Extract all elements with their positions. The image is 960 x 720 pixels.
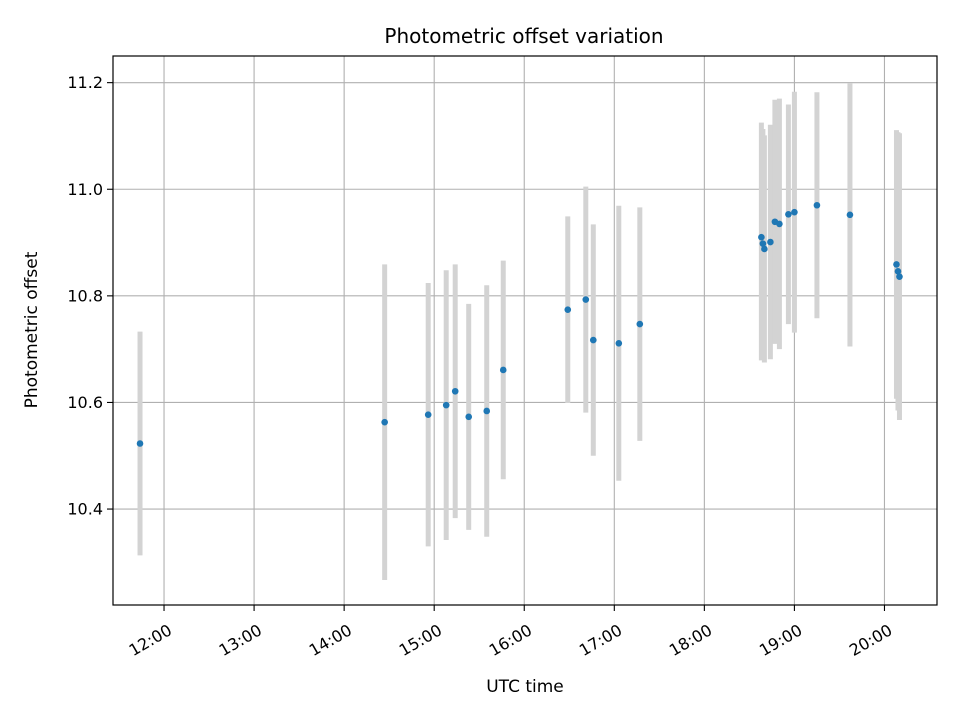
- data-point: [846, 211, 854, 219]
- data-point: [483, 407, 491, 415]
- data-point: [564, 306, 572, 314]
- chart-title: Photometric offset variation: [384, 24, 663, 48]
- data-point: [136, 440, 144, 447]
- y-axis-label: Photometric offset: [22, 251, 42, 408]
- data-point: [381, 418, 388, 426]
- data-point: [894, 268, 902, 275]
- y-tick-label: 10.6: [67, 393, 103, 412]
- plot-frame: [112, 55, 938, 606]
- data-point: [636, 320, 644, 328]
- data-point: [451, 387, 459, 395]
- point-layer: [136, 201, 903, 447]
- data-point: [465, 413, 473, 421]
- y-tick-label: 11.2: [67, 73, 103, 92]
- y-tick-label: 10.4: [67, 500, 103, 519]
- data-point: [893, 261, 900, 268]
- data-point: [758, 233, 765, 241]
- data-point: [582, 296, 590, 303]
- x-axis-label: UTC time: [486, 677, 564, 697]
- data-point: [759, 240, 767, 247]
- y-tick-label: 11.0: [67, 180, 103, 199]
- data-point: [776, 220, 783, 228]
- data-point: [424, 411, 432, 419]
- data-point: [589, 336, 597, 344]
- data-point: [785, 211, 792, 218]
- data-point: [813, 201, 821, 209]
- data-point: [791, 208, 798, 216]
- y-axis-ticks: 10.4 10.6 10.8 11.0 11.2: [67, 73, 113, 519]
- data-point: [442, 401, 450, 409]
- data-point: [761, 245, 768, 253]
- data-point: [767, 238, 774, 246]
- y-tick-label: 10.8: [67, 286, 103, 305]
- data-point: [499, 366, 507, 374]
- data-point: [615, 339, 623, 347]
- data-point: [896, 273, 903, 280]
